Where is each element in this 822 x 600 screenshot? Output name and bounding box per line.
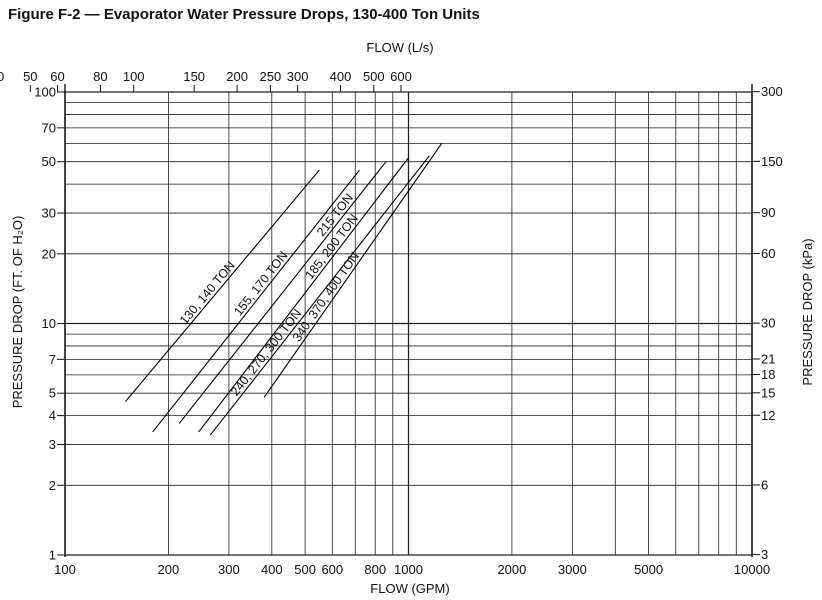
x-tick-label: 1000: [394, 562, 423, 577]
y-tick-label: 10: [42, 316, 56, 331]
right-tick-label: 3: [761, 547, 768, 562]
right-tick-label: 15: [761, 385, 775, 400]
y-tick-label: 7: [49, 352, 56, 367]
x-tick-label: 3000: [558, 562, 587, 577]
top-tick-label: 80: [93, 69, 107, 84]
right-tick-label: 300: [761, 84, 783, 99]
top-tick-label: 150: [183, 69, 205, 84]
right-tick-label: 90: [761, 205, 775, 220]
series-line: [152, 169, 360, 433]
series-line: [198, 157, 409, 433]
top-tick-label: 500: [363, 69, 385, 84]
top-tick-label: 200: [226, 69, 248, 84]
top-tick-label: 60: [50, 69, 64, 84]
y-tick-label: 30: [42, 206, 56, 221]
right-tick-label: 6: [761, 477, 768, 492]
right-tick-label: 150: [761, 154, 783, 169]
top-axis-title: FLOW (L/s): [366, 40, 433, 55]
x-tick-label: 2000: [497, 562, 526, 577]
top-tick-label: 300: [287, 69, 309, 84]
grid: [64, 84, 753, 557]
top-tick-label: 50: [23, 69, 37, 84]
right-tick-label: 12: [761, 408, 775, 423]
x-tick-label: 10000: [734, 562, 770, 577]
right-axis-title: PRESSURE DROP (kPa): [800, 238, 815, 385]
x-tick-label: 300: [218, 562, 240, 577]
y-tick-label: 100: [34, 85, 56, 100]
y-tick-label: 3: [49, 437, 56, 452]
series-line: [209, 155, 430, 436]
series-lines: [125, 143, 443, 436]
x-tick-label: 200: [158, 562, 180, 577]
y-tick-label: 5: [49, 386, 56, 401]
y-axis-title: PRESSURE DROP (FT. OF H₂O): [10, 216, 25, 409]
x-tick-label: 400: [261, 562, 283, 577]
x-tick-label: 800: [364, 562, 386, 577]
right-tick-label: 30: [761, 316, 775, 331]
chart-title: Figure F-2 — Evaporator Water Pressure D…: [8, 6, 480, 23]
y-tick-label: 1: [49, 548, 56, 563]
x-tick-label: 600: [321, 562, 343, 577]
right-tick-label: 18: [761, 367, 775, 382]
series-line: [125, 169, 320, 402]
series-line: [263, 143, 443, 398]
right-tick-label: 60: [761, 246, 775, 261]
y-tick-label: 2: [49, 478, 56, 493]
y-tick-label: 70: [42, 120, 56, 135]
x-tick-label: 100: [54, 562, 76, 577]
x-tick-label: 500: [294, 562, 316, 577]
top-tick-label: 400: [330, 69, 352, 84]
top-tick-label: 600: [390, 69, 412, 84]
x-axis-title: FLOW (GPM): [370, 581, 449, 596]
top-tick-label: 250: [260, 69, 282, 84]
x-tick-label: 5000: [634, 562, 663, 577]
y-tick-label: 4: [49, 408, 56, 423]
tick-labels: 100 200 300 400 500 600 800 1000 2000 3000 5000 100…: [0, 69, 783, 577]
y-tick-label: 50: [42, 154, 56, 169]
top-tick-label: 100: [123, 69, 145, 84]
y-tick-label: 20: [42, 246, 56, 261]
top-tick-label: 40: [0, 69, 4, 84]
series-line: [178, 161, 387, 424]
right-tick-label: 21: [761, 351, 775, 366]
